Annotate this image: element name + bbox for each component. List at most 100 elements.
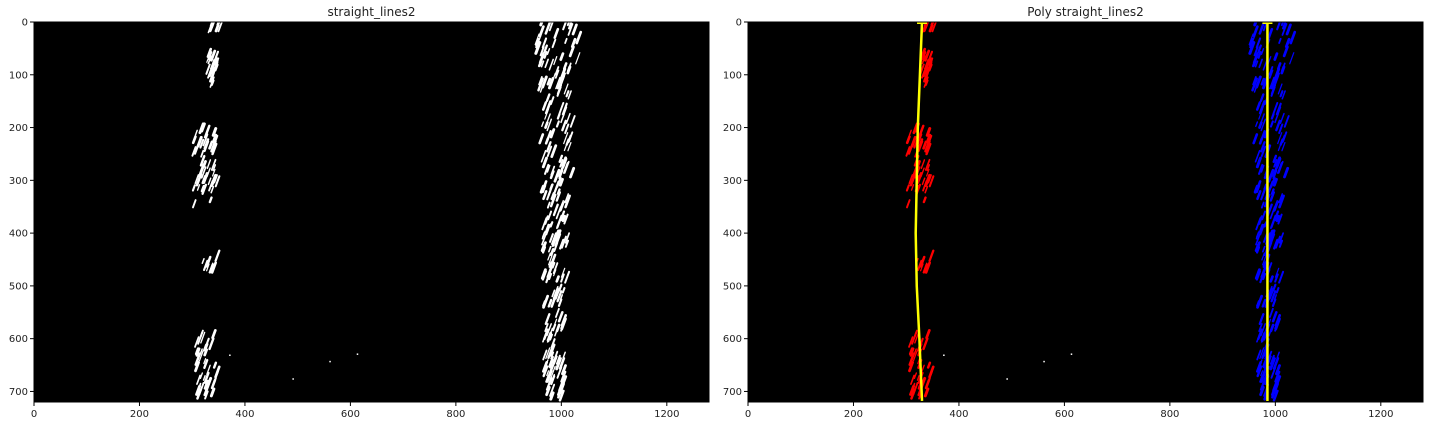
y-tick-label: 400 [9,229,28,240]
right-lane-pixel-streak [1248,41,1256,55]
lane-pixel-streak [546,331,553,342]
right-lane-pixel-streak [1252,133,1259,145]
lane-pixel-streak [555,275,560,283]
lane-pixel-streak [200,331,206,344]
right-lane-pixel-streak [1255,156,1262,169]
right-lane-pixel-streak [1261,298,1267,308]
right-image-panel: Poly straight_lines2 0 200 400 600 800 1000 12… [723,5,1424,420]
lane-pixel-streak [556,79,562,90]
lane-pixel-streak [564,37,568,44]
right-lane-pixel-streak [1259,385,1265,397]
lane-pixel-streak [212,164,217,172]
left-lane-pixel-streak [917,389,922,397]
left-lane-pixel-streak [908,352,915,366]
right-lane-pixel-streak [1267,168,1275,183]
lane-pixel-streak [551,289,556,298]
right-lane-pixel-streak [1281,23,1288,36]
lane-pixel-streak [541,101,548,111]
right-lane-pixel-streak [1258,323,1263,333]
right-lane-pixel-streak [1259,223,1266,236]
left-lane-pixel-streak [922,262,928,274]
right-lane-pixel-streak [1255,232,1261,246]
left-lane-pixel-streak [912,382,916,390]
lane-pixel-streak [540,60,545,68]
lane-pixel-streak [562,351,566,359]
lane-pixel-streak [546,164,550,171]
left-lane-pixel-streak [927,174,932,184]
left-lane-pixel-streak [926,361,932,369]
lane-pixel-streak [203,140,210,153]
left-lane-pixel-streak [909,173,917,187]
right-lane-pixel-streak [1270,188,1275,195]
lane-pixel-streak [214,249,221,262]
left-lane-pixel-streak [928,175,935,188]
lane-pixel-streak [194,352,201,366]
right-lane-pixel-streak [1263,362,1267,369]
left-lane-pixel-streak [920,47,927,58]
lane-pixel-streak [199,138,205,149]
lane-pixel-streak [542,190,548,201]
lane-pixel-streak [211,329,217,340]
lane-pixel-streak [545,347,551,360]
right-lane-pixel-streak [1272,169,1278,180]
left-lane-pixel-streak [925,127,932,137]
right-lane-pixel-streak [1278,239,1284,248]
left-lane-pixel-streak [924,261,931,274]
lane-pixel-streak [211,142,218,156]
right-lane-pixel-streak [1255,101,1262,111]
right-lane-pixel-streak [1255,121,1259,128]
lane-pixel-streak [542,349,548,361]
x-tick-label: 400 [949,409,968,420]
x-tick-label: 1000 [549,409,574,420]
y-tick-label: 400 [723,229,742,240]
lane-pixel-streak [567,141,572,152]
lane-pixel-streak [562,106,568,118]
x-tick-label: 0 [31,409,37,420]
lane-pixel-streak [555,357,562,371]
lane-pixel-streak [202,375,206,381]
right-lane-pixel-streak [1279,90,1284,98]
lane-pixel-streak [564,270,571,284]
right-lane-pixel-streak [1274,235,1281,249]
right-lane-pixel-streak [1252,76,1257,86]
right-lane-pixel-streak [1273,52,1279,61]
right-lane-pixel-streak [1278,123,1284,134]
x-tick-label: 600 [1055,409,1074,420]
right-lane-pixel-streak [1269,307,1274,318]
lane-pixel-streak [211,127,218,137]
lane-pixel-streak [547,272,553,281]
right-lane-pixel-streak [1257,51,1262,59]
lane-pixel-streak [208,140,214,150]
lane-pixel-streak [544,58,549,69]
left-lane-pixel-streak [905,184,910,192]
right-lane-pixel-streak [1272,389,1279,402]
right-lane-pixel-streak [1275,156,1281,168]
lane-pixel-streak [198,122,205,135]
lane-pixel-streak [558,169,564,180]
lane-pixel-streak [558,154,564,163]
y-tick-label: 700 [723,387,742,398]
right-lane-pixel-streak [1253,45,1259,57]
lane-pixel-streak [559,52,565,61]
right-lane-pixel-streak [1268,66,1274,76]
lane-pixel-streak [552,350,559,365]
left-lane-pixel-streak [921,55,926,65]
right-lane-pixel-streak [1276,106,1282,118]
noise-pixel [943,354,945,356]
left-lane-pixel-streak [926,134,933,147]
noise-pixel [1043,360,1045,363]
right-lane-pixel-streak [1256,360,1263,373]
lane-pixel-streak [553,355,558,365]
right-lane-pixel-streak [1256,349,1262,361]
left-lane-pixel-streak [920,167,925,178]
x-tick-label: 200 [130,409,149,420]
right-lane-pixel-streak [1272,154,1278,163]
lane-pixel-streak [560,267,566,278]
lane-pixel-streak [548,245,552,253]
lane-pixel-streak [564,123,570,134]
lane-pixel-streak [555,76,561,90]
right-lane-pixel-streak [1260,118,1267,132]
lane-pixel-streak [559,159,564,168]
lane-pixel-streak [544,137,550,145]
lane-pixel-streak [575,52,581,65]
